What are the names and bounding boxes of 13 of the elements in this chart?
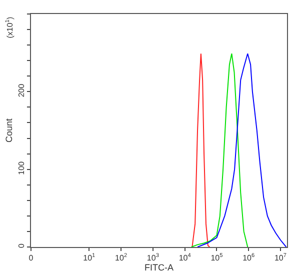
x-tick-label: 10$^{7}$ [274,253,287,263]
x-tick-label: 0 [28,254,34,263]
y-tick-label: 100 [16,160,26,175]
y-tick-label: 200 [16,83,26,98]
x-tick-label: 10$^{1}$ [83,253,96,263]
x-tick-label: 10$^{2}$ [115,253,128,263]
x-tick-label: 10$^{3}$ [146,253,159,263]
x-tick-label: 10$^{5}$ [210,253,223,263]
x-tick-label: 10$^{6}$ [242,253,255,263]
y-axis-title: Count [4,118,14,143]
y-tick-label: 0 [16,243,26,248]
x-tick-label: 10$^{4}$ [178,253,191,263]
x-axis-title: FITC-A [144,262,174,273]
